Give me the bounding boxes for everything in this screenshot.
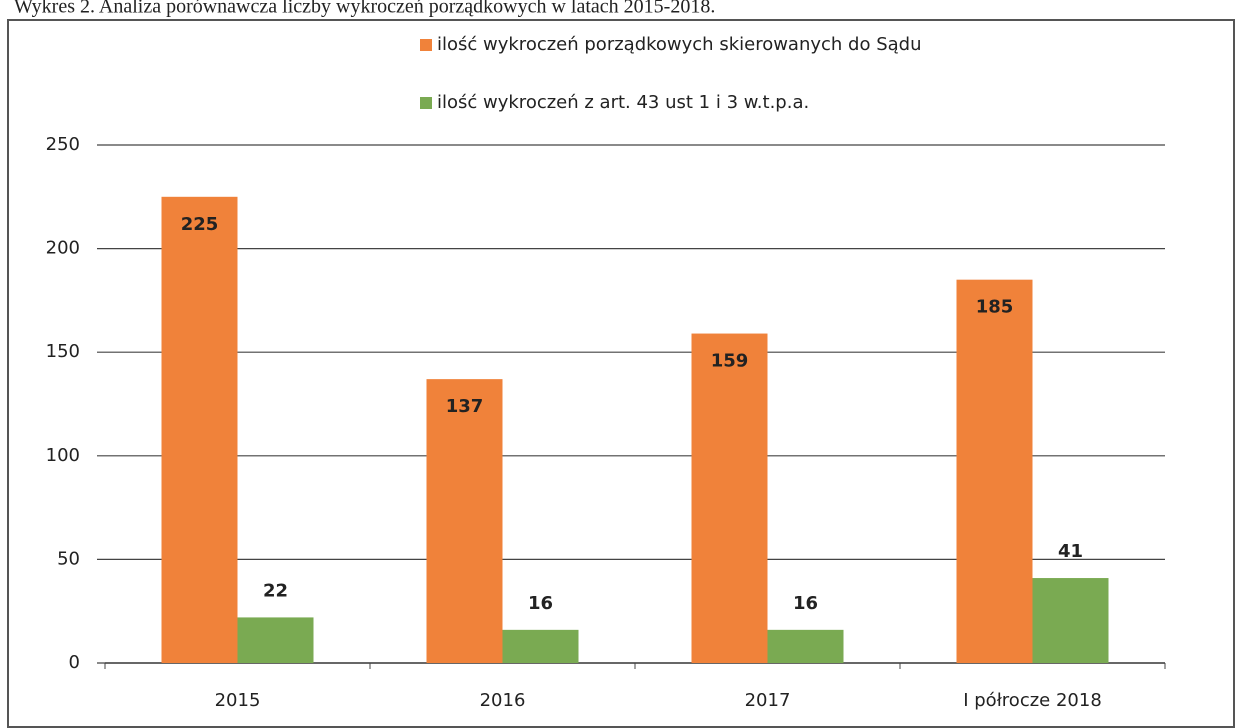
value-label: 16: [793, 593, 818, 614]
value-label: 159: [711, 351, 749, 372]
value-label: 137: [446, 396, 484, 417]
bar: [956, 279, 1033, 663]
bar: [502, 629, 579, 663]
y-tick-label: 50: [57, 548, 80, 569]
value-label: 16: [528, 593, 553, 614]
chart-title: Wykres 2. Analiza porównawcza liczby wyk…: [14, 0, 715, 18]
legend-label: ilość wykroczeń z art. 43 ust 1 i 3 w.t.…: [437, 92, 809, 113]
bar: [426, 379, 503, 663]
y-tick-label: 100: [46, 445, 80, 466]
value-label: 41: [1058, 541, 1083, 562]
legend-swatch: [420, 39, 432, 51]
chart-frame: [7, 19, 1235, 728]
bar: [161, 196, 238, 664]
x-tick-label: 2016: [480, 690, 526, 711]
legend-swatch: [420, 97, 432, 109]
x-tick-label: 2015: [215, 690, 261, 711]
bar: [237, 617, 314, 663]
legend-label: ilość wykroczeń porządkowych skierowanyc…: [437, 34, 922, 55]
bar: [691, 333, 768, 663]
value-label: 225: [181, 214, 219, 235]
value-label: 185: [976, 297, 1014, 318]
value-label: 22: [263, 580, 288, 601]
y-tick-label: 0: [69, 652, 80, 673]
y-tick-label: 200: [46, 238, 80, 259]
y-tick-label: 250: [46, 134, 80, 155]
x-tick-label: 2017: [745, 690, 791, 711]
x-tick-label: I półrocze 2018: [963, 690, 1102, 711]
bar: [767, 629, 844, 663]
y-tick-label: 150: [46, 341, 80, 362]
bar: [1032, 578, 1109, 663]
